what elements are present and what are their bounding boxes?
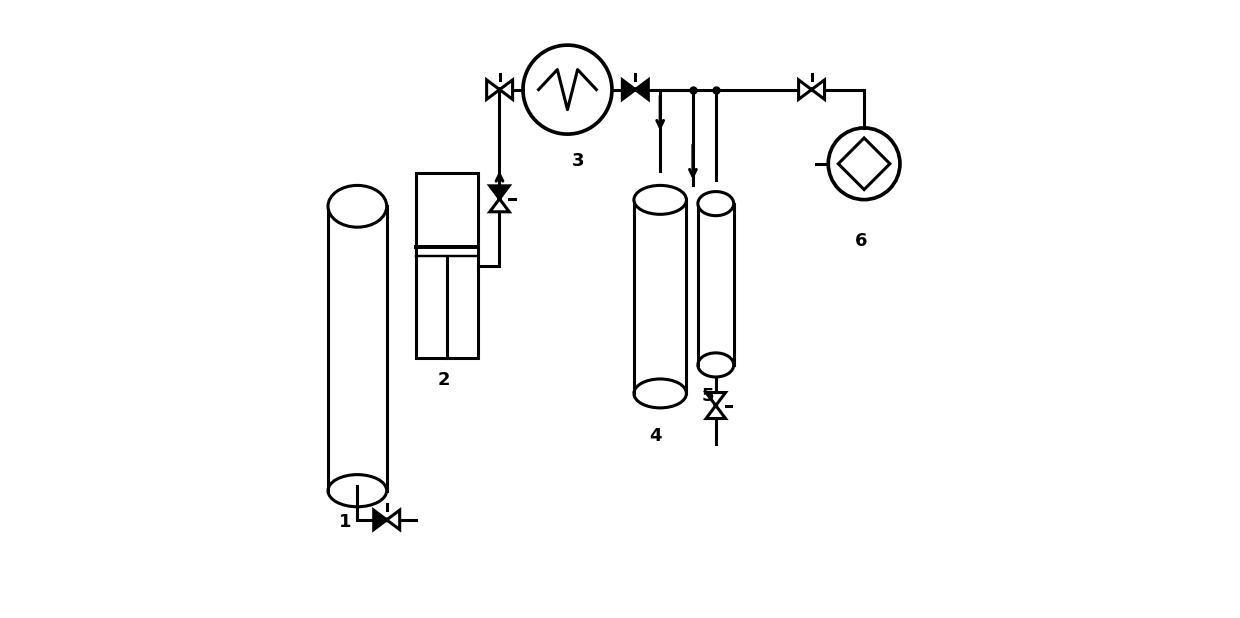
Polygon shape xyxy=(387,510,399,530)
Circle shape xyxy=(384,518,388,522)
Polygon shape xyxy=(373,510,387,530)
Text: 5: 5 xyxy=(702,386,714,405)
Polygon shape xyxy=(812,80,825,99)
Polygon shape xyxy=(706,405,725,418)
Circle shape xyxy=(810,88,813,91)
Text: 1: 1 xyxy=(339,513,351,531)
Polygon shape xyxy=(799,80,812,99)
Polygon shape xyxy=(486,80,500,99)
Polygon shape xyxy=(622,80,635,99)
Text: 2: 2 xyxy=(438,371,450,389)
Polygon shape xyxy=(635,80,649,99)
Ellipse shape xyxy=(634,185,687,214)
Text: 6: 6 xyxy=(854,232,867,250)
Polygon shape xyxy=(490,186,510,199)
Polygon shape xyxy=(706,392,725,405)
Ellipse shape xyxy=(329,185,387,227)
Circle shape xyxy=(497,197,501,200)
Circle shape xyxy=(498,88,501,91)
Text: 4: 4 xyxy=(650,426,662,445)
Ellipse shape xyxy=(698,192,734,216)
Text: 3: 3 xyxy=(572,151,584,170)
Polygon shape xyxy=(490,199,510,212)
Circle shape xyxy=(634,88,637,91)
Polygon shape xyxy=(500,80,512,99)
Circle shape xyxy=(714,404,718,407)
